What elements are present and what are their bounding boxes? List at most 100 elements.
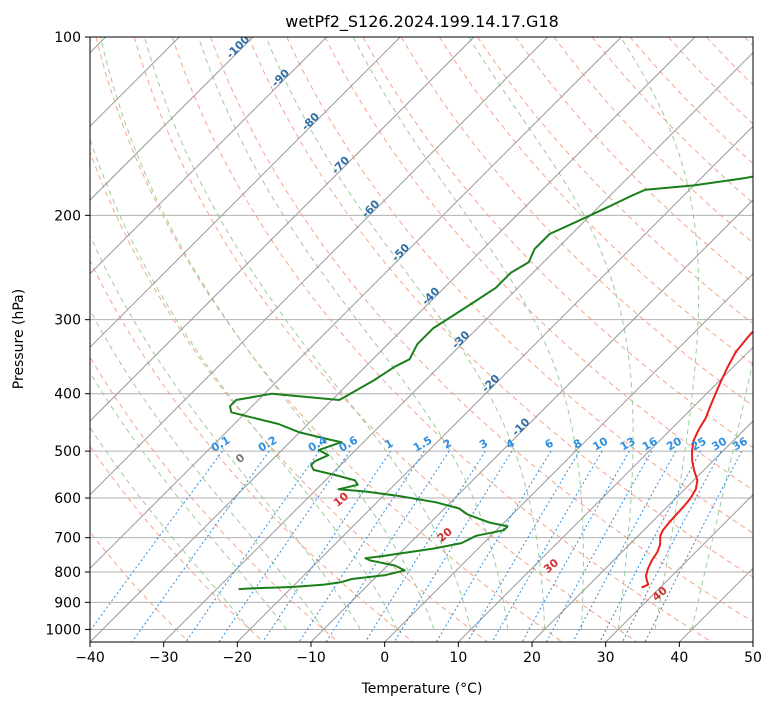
isotherm-label: -90 <box>269 66 292 89</box>
y-tick-label: 200 <box>54 208 81 224</box>
dry-adiabat <box>362 37 753 449</box>
temperature-profile-line <box>641 329 753 589</box>
moist-adiabat <box>691 358 753 630</box>
isotherm <box>163 51 753 642</box>
mixing-ratio-line <box>435 450 552 642</box>
x-tick-label: 40 <box>670 650 688 666</box>
mixing-ratio-label: 4 <box>504 436 517 451</box>
isotherm <box>90 37 549 496</box>
dry-adiabat <box>133 37 638 642</box>
mixing-ratio-line <box>621 450 722 642</box>
mixing-ratio-line <box>467 450 580 642</box>
dry-adiabat-label: 10 <box>331 489 351 509</box>
mixing-ratio-label: 3 <box>477 437 490 452</box>
mixing-ratio-line <box>572 450 677 642</box>
moist-adiabat <box>90 426 251 630</box>
moist-adiabat <box>197 37 509 630</box>
mixing-ratio-line <box>185 450 320 642</box>
isotherm <box>90 37 475 422</box>
y-tick-label: 900 <box>54 595 81 611</box>
dry-adiabat-label: 40 <box>650 584 670 604</box>
isotherm-label: -40 <box>419 284 442 307</box>
isotherm-label: -80 <box>299 110 322 133</box>
isotherm-label: -30 <box>449 328 472 351</box>
axis-ticks: −40 −30 −20 −10 0 10 20 30 40 50 100 200 300 400 500 60… <box>45 30 762 666</box>
isotherm <box>90 37 696 642</box>
mixing-ratio-line <box>644 450 743 642</box>
moist-adiabat <box>90 234 361 630</box>
dry-adiabat-label: 30 <box>541 556 561 576</box>
isotherm-label: -20 <box>479 372 502 395</box>
x-tick-label: 10 <box>449 650 467 666</box>
moist-adiabat <box>90 137 398 630</box>
y-tick-label: 500 <box>54 444 81 460</box>
dry-adiabat <box>324 37 753 491</box>
mixing-ratio-line <box>521 450 630 642</box>
isotherm-label: -50 <box>389 241 412 264</box>
dewpoint-profile-line <box>229 175 753 591</box>
plot-frame <box>89 36 754 643</box>
isotherm <box>90 37 254 201</box>
isotherm <box>236 125 753 642</box>
mixing-ratio-line <box>90 450 223 632</box>
dry-adiabat <box>553 37 753 244</box>
x-tick-label: 20 <box>523 650 541 666</box>
isotherm <box>90 37 401 349</box>
mixing-ratio-line <box>218 450 351 642</box>
moist-adiabat <box>265 37 546 630</box>
dry-adiabat <box>210 37 753 623</box>
mixing-ratio-line <box>393 450 513 642</box>
isotherm <box>531 420 753 642</box>
isotherm-label: -10 <box>509 415 532 438</box>
x-tick-label: 50 <box>744 650 762 666</box>
dry-adiabat <box>629 37 753 165</box>
isotherm <box>605 493 753 642</box>
x-tick-label: −30 <box>149 650 179 666</box>
mixing-ratio-line <box>545 450 653 642</box>
dry-adiabat <box>744 37 753 47</box>
y-tick-label: 300 <box>54 313 81 329</box>
isotherm <box>384 272 753 642</box>
isotherm <box>310 199 753 642</box>
y-axis-label: Pressure (hPa) <box>11 289 27 389</box>
y-tick-label: 700 <box>54 531 81 547</box>
isotherm <box>90 37 622 570</box>
dry-adiabat-label: 20 <box>435 525 455 545</box>
mixing-ratio-line <box>131 450 270 642</box>
x-tick-label: −20 <box>223 650 253 666</box>
mixing-ratio-label: 6 <box>543 436 556 451</box>
dry-adiabat <box>90 356 339 642</box>
y-tick-label: 400 <box>54 387 81 403</box>
dry-adiabat <box>591 37 753 204</box>
mixing-ratio-line <box>262 450 392 642</box>
isotherm <box>457 346 753 642</box>
moist-adiabat <box>90 371 288 630</box>
isotherm <box>752 641 753 642</box>
chart-title: wetPf2_S126.2024.199.14.17.G18 <box>285 12 559 32</box>
dry-adiabat <box>400 37 753 407</box>
dry-adiabat <box>171 37 712 642</box>
y-tick-label: 800 <box>54 565 81 581</box>
dry-adiabat <box>90 445 264 642</box>
y-tick-label: 600 <box>54 491 81 507</box>
mixing-ratio-line <box>298 450 425 642</box>
isotherm-label: -70 <box>329 154 352 177</box>
mixing-ratio-line <box>364 450 486 642</box>
dry-adiabat <box>515 37 753 284</box>
x-tick-label: −40 <box>75 650 105 666</box>
moist-adiabat <box>468 37 634 630</box>
background-lines <box>90 37 753 642</box>
mixing-ratio-label: 2 <box>441 437 454 452</box>
mixing-ratio-line <box>491 450 603 642</box>
x-tick-label: 30 <box>597 650 615 666</box>
dry-adiabat <box>90 259 414 642</box>
dry-adiabat <box>95 37 563 642</box>
profile-lines <box>229 175 753 591</box>
mixing-ratio-line <box>599 450 701 642</box>
dry-adiabat <box>668 37 753 125</box>
mixing-ratio-line <box>325 450 450 642</box>
isotherm-label: -60 <box>359 197 382 220</box>
dry-adiabat <box>706 37 753 86</box>
moist-adiabat <box>620 37 700 630</box>
